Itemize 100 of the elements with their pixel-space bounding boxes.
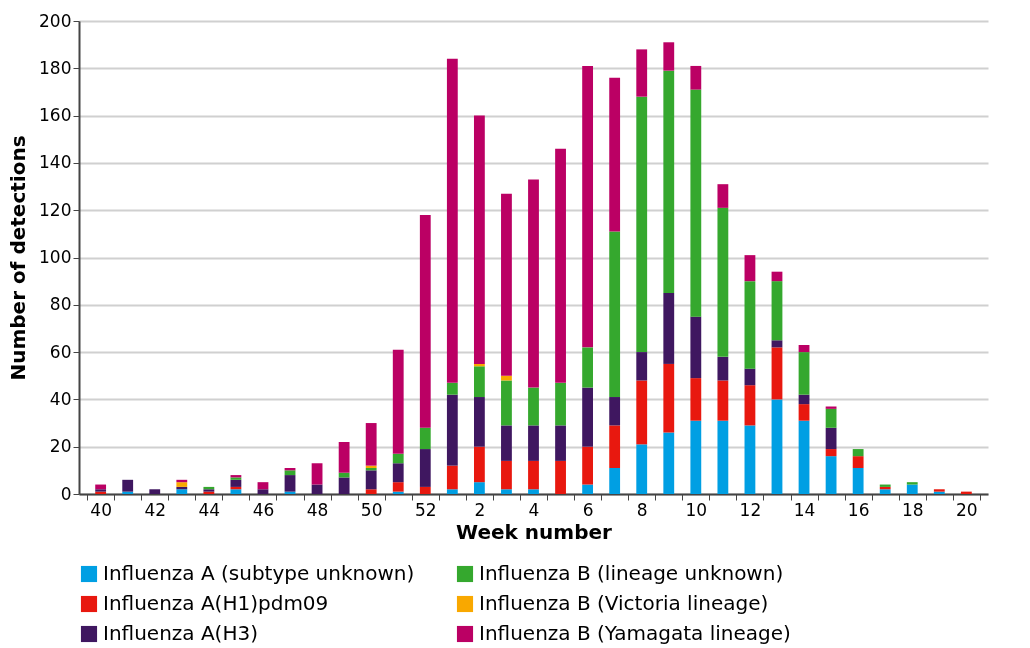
- bar: [392, 463, 404, 483]
- x-tick-label: 14: [793, 499, 816, 520]
- x-tick-label: 16: [847, 499, 870, 520]
- bar: [501, 193, 512, 376]
- x-tick-label: 46: [252, 499, 275, 520]
- legend-label: Influenza A(H1)pdm09: [103, 591, 329, 615]
- bar: [717, 356, 729, 381]
- bar: [284, 475, 296, 492]
- bar: [906, 482, 918, 485]
- bar: [501, 489, 512, 494]
- bar: [636, 444, 648, 494]
- bar: [555, 425, 566, 461]
- bar: [663, 432, 675, 494]
- bar: [365, 470, 377, 490]
- x-tick-label: 4: [528, 499, 540, 520]
- bar: [446, 58, 458, 383]
- bar: [365, 489, 377, 494]
- bar: [419, 486, 431, 494]
- bar: [879, 489, 891, 494]
- bar: [636, 380, 648, 445]
- bar: [528, 179, 539, 388]
- bar: [825, 456, 837, 494]
- bar: [690, 89, 702, 317]
- x-tick-label: 10: [685, 499, 708, 520]
- bar: [149, 489, 161, 494]
- y-tick-label: 40: [49, 388, 72, 409]
- bar: [257, 482, 269, 490]
- bar: [663, 42, 675, 71]
- y-tick-label: 100: [39, 247, 72, 267]
- bar: [419, 214, 431, 428]
- x-tick-label: 40: [90, 499, 112, 520]
- bar: [419, 449, 431, 487]
- bar: [473, 446, 485, 483]
- legend-label: Influenza A(H3): [103, 621, 258, 645]
- legend-label: Influenza A (subtype unknown): [103, 561, 415, 585]
- bar: [446, 489, 458, 494]
- x-tick-label: 2: [474, 499, 486, 520]
- bar: [636, 96, 648, 353]
- x-tick-label: 20: [956, 499, 978, 520]
- bar: [744, 281, 756, 369]
- bar: [501, 425, 512, 461]
- x-tick-label: 42: [144, 499, 167, 520]
- bar: [501, 460, 512, 490]
- x-tick-label: 48: [306, 499, 329, 520]
- bar: [528, 387, 539, 426]
- bar: [555, 382, 566, 426]
- bar: [230, 489, 242, 494]
- bar: [690, 420, 702, 494]
- bar: [663, 70, 675, 293]
- bar: [771, 340, 783, 348]
- bar: [744, 385, 756, 426]
- bar: [609, 231, 621, 398]
- bar: [609, 425, 621, 468]
- bar: [852, 449, 864, 457]
- y-tick-label: 0: [60, 483, 72, 504]
- bar: [392, 482, 404, 492]
- bar: [582, 387, 594, 447]
- bar: [446, 382, 458, 395]
- y-tick-label: 180: [39, 57, 72, 78]
- bar: [690, 316, 702, 379]
- bar: [582, 446, 594, 485]
- y-tick-label: 20: [49, 436, 72, 457]
- bar: [501, 380, 512, 426]
- bar: [555, 148, 566, 383]
- bar: [798, 420, 810, 494]
- legend-label: Influenza B (lineage unknown): [479, 561, 784, 585]
- bar: [744, 425, 756, 494]
- bar: [176, 482, 188, 487]
- x-tick-label: 44: [198, 499, 221, 520]
- y-axis-title: Number of detections: [6, 135, 31, 381]
- bar: [582, 65, 594, 348]
- x-tick-label: 52: [414, 499, 437, 520]
- x-tick-label: 50: [360, 499, 383, 520]
- bar: [392, 453, 404, 464]
- y-tick-label: 80: [49, 294, 72, 315]
- bar: [690, 378, 702, 421]
- legend-label: Influenza B (Yamagata lineage): [479, 621, 791, 645]
- bar: [636, 49, 648, 97]
- bar: [473, 482, 485, 494]
- bar: [636, 352, 648, 381]
- bar: [230, 479, 242, 487]
- bar: [609, 397, 621, 426]
- bar: [446, 465, 458, 490]
- bar: [825, 408, 837, 428]
- bar: [690, 65, 702, 90]
- bar: [798, 404, 810, 421]
- bar: [798, 345, 810, 353]
- bar: [176, 489, 188, 494]
- bar: [798, 352, 810, 395]
- bar: [338, 441, 350, 473]
- bar: [528, 489, 539, 494]
- y-tick-label: 60: [49, 341, 72, 362]
- bar: [311, 463, 323, 485]
- bar: [717, 207, 729, 357]
- bar: [717, 380, 729, 421]
- bar: [582, 347, 594, 388]
- bar: [825, 449, 837, 457]
- bar: [771, 281, 783, 341]
- x-tick-label: 6: [582, 499, 594, 520]
- bar: [852, 467, 864, 494]
